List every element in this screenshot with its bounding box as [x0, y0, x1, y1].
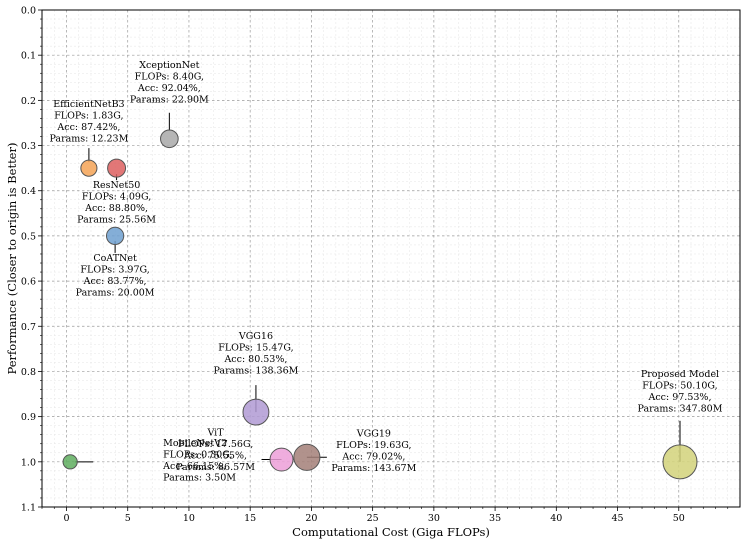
annotation-line: Acc: 97.53%, [648, 392, 712, 403]
bubble-mobilenetv2 [62, 454, 78, 470]
annotation-line: Acc: 83.77%, [83, 276, 147, 287]
annotation-line: ViT [206, 428, 224, 439]
bubble-vgg16 [242, 398, 270, 426]
y-tick-label: 0.8 [21, 367, 36, 378]
x-tick-label: 45 [611, 513, 623, 524]
annotation-mobilenetv2: MobileNetV2 FLOPs: 0.30G, Acc: 66.15%, Para… [162, 438, 236, 484]
annotation-line: Params: 12.23M [49, 134, 128, 145]
x-tick-label: 40 [550, 513, 562, 524]
annotation-line: VGG16 [238, 331, 273, 342]
y-tick-label: 0.1 [21, 51, 36, 62]
y-tick-label: 1.0 [21, 457, 36, 468]
annotation-line: Acc: 75.55%, [183, 451, 247, 462]
x-tick-label: 20 [305, 513, 317, 524]
y-tick-label: 0.7 [21, 322, 36, 333]
bubble-proposed-model [662, 444, 698, 480]
annotation-line: FLOPs: 8.40G, [135, 71, 204, 82]
x-axis-ticks: 0 5 10 15 20 25 30 35 40 45 50 [41, 507, 729, 524]
annotation-line: Params: 3.50M [163, 472, 236, 483]
annotation-proposed-model: Proposed Model FLOPs: 50.10G, Acc: 97.53%,… [638, 369, 723, 415]
annotation-vgg16: VGG16 FLOPs: 15.47G, Acc: 80.53%, Params: 1… [213, 331, 298, 377]
y-tick-label: 0.6 [21, 277, 36, 288]
y-axis-ticks: 0.0 0.1 0.2 0.3 0.4 0.5 0.6 0.7 0.8 0.9 1.0 1.1 [21, 6, 42, 514]
annotation-line: XceptionNet [139, 60, 199, 71]
annotation-line: Params: 20.00M [76, 287, 155, 298]
annotations: MobileNetV2 FLOPs: 0.30G, Acc: 66.15%, Para… [49, 60, 722, 484]
annotation-line: Acc: 88.80%, [84, 203, 148, 214]
annotation-line: Params: 143.67M [331, 463, 416, 474]
annotation-line: FLOPs: 3.97G, [80, 264, 149, 275]
y-tick-label: 1.1 [21, 503, 36, 514]
x-tick-label: 15 [244, 513, 256, 524]
y-tick-label: 0.2 [21, 96, 36, 107]
bubble-vgg19 [293, 443, 321, 471]
annotation-line: FLOPs: 0.30G, [163, 449, 232, 460]
annotation-line: Params: 25.56M [77, 215, 156, 226]
bubble-xceptionnet [160, 129, 179, 149]
x-tick-label: 30 [428, 513, 440, 524]
annotation-vgg19: VGG19 FLOPs: 19.63G, Acc: 79.02%, Params: 1… [331, 428, 416, 474]
plot-area-frame [41, 9, 741, 508]
annotation-line: Acc: 87.42%, [56, 122, 120, 133]
y-axis-label: Performance (Closer to origin is Better) [5, 143, 19, 375]
y-tick-label: 0.0 [21, 6, 36, 17]
annotation-line: FLOPs: 19.63G, [336, 440, 411, 451]
annotation-line: Params: 86.57M [176, 462, 255, 473]
minor-grid [41, 10, 740, 507]
annotation-line: Acc: 92.04%, [137, 83, 201, 94]
annotation-line: Params: 138.36M [213, 366, 298, 377]
annotation-line: Acc: 66.15%, [162, 461, 226, 472]
bubble-resnet50 [107, 158, 127, 178]
bubble-efficientnetb3 [80, 159, 98, 177]
annotation-line: Proposed Model [641, 369, 719, 380]
annotation-resnet50: ResNet50 FLOPs: 4.09G, Acc: 88.80%, Params:… [77, 180, 156, 226]
data-bubbles [62, 129, 698, 480]
annotation-line: VGG19 [356, 428, 391, 439]
y-tick-label: 0.3 [21, 141, 36, 152]
annotation-line: ResNet50 [93, 180, 141, 191]
annotation-efficientnetb3: EfficientNetB3 FLOPs: 1.83G, Acc: 87.42%, P… [49, 99, 128, 144]
annotation-coatnet: CoATNet FLOPs: 3.97G, Acc: 83.77%, Params: … [76, 253, 155, 299]
y-tick-label: 0.5 [21, 231, 36, 242]
x-tick-label: 25 [367, 513, 379, 524]
x-tick-label: 50 [673, 513, 685, 524]
bubble-vit [269, 447, 294, 472]
annotation-line: FLOPs: 15.47G, [218, 343, 293, 354]
x-tick-label: 5 [125, 513, 131, 524]
annotation-line: FLOPs: 4.09G, [82, 192, 151, 203]
annotation-line: Params: 22.90M [130, 94, 209, 105]
annotation-line: FLOPs: 1.83G, [54, 111, 123, 122]
annotation-xceptionnet: XceptionNet FLOPs: 8.40G, Acc: 92.04%, Para… [130, 60, 209, 106]
x-tick-label: 35 [489, 513, 501, 524]
x-tick-label: 0 [63, 513, 69, 524]
annotation-line: CoATNet [93, 253, 137, 264]
annotation-line: FLOPs: 17.56G, [178, 439, 253, 450]
annotation-line: Acc: 80.53%, [223, 354, 287, 365]
annotation-line: EfficientNetB3 [53, 99, 124, 110]
annotation-line: MobileNetV2 [163, 438, 227, 449]
y-tick-label: 0.9 [21, 412, 36, 423]
annotation-line: FLOPs: 50.10G, [642, 380, 717, 391]
y-tick-label: 0.4 [21, 186, 36, 197]
annotation-vit: ViT FLOPs: 17.56G, Acc: 75.55%, Params: 86.… [176, 428, 255, 474]
annotation-line: Params: 347.80M [638, 403, 723, 414]
annotation-line: Acc: 79.02%, [341, 451, 405, 462]
annotation-leader-lines [75, 112, 681, 463]
bubble-coatnet [105, 226, 125, 246]
x-axis-label: Computational Cost (Giga FLOPs) [292, 525, 490, 539]
x-tick-label: 10 [183, 513, 195, 524]
